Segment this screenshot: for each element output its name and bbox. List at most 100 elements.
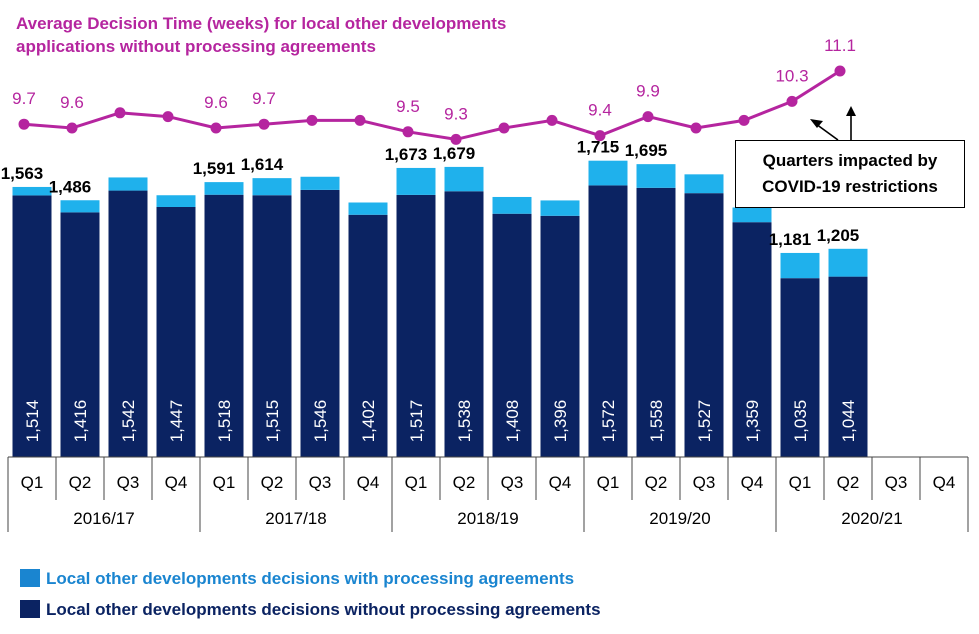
bar-without-agreements [444, 191, 484, 458]
decision-time-line-layer: 9.7 9.6 9.6 9.7 9.5 9.3 9.4 9.9 10.3 11.1 [12, 36, 856, 145]
legend-label-without: Local other developments decisions witho… [46, 600, 601, 619]
decision-time-label: 9.6 [60, 93, 84, 112]
bar-value-label: 1,416 [71, 400, 90, 443]
chart-title-line-1: Average Decision Time (weeks) for local … [16, 14, 506, 33]
callout-arrow-left [815, 123, 839, 141]
legend-label-with: Local other developments decisions with … [46, 569, 575, 588]
bar-with-agreements [444, 166, 484, 192]
decision-time-point [546, 114, 558, 126]
bar-with-agreements [732, 207, 772, 223]
decision-time-point [210, 122, 222, 134]
decision-time-label: 9.7 [252, 89, 276, 108]
bar-with-agreements [108, 177, 148, 191]
chart-title-line-2: applications without processing agreemen… [16, 37, 376, 56]
bars-layer: 1,514 1,563 1,416 1,486 1,542 1,447 1,518 1,591… [1, 138, 868, 458]
bar-without-agreements [492, 213, 532, 457]
quarter-tick-label: Q1 [789, 473, 812, 492]
quarter-tick-label: Q2 [261, 473, 284, 492]
bar-value-label: 1,359 [743, 400, 762, 443]
quarter-tick-label: Q3 [309, 473, 332, 492]
bar-value-label: 1,044 [839, 400, 858, 443]
total-label: 1,715 [577, 138, 620, 157]
quarter-tick-label: Q1 [213, 473, 236, 492]
bar-with-agreements [60, 200, 100, 213]
bar-with-agreements [540, 200, 580, 216]
bar-without-agreements [60, 212, 100, 457]
quarter-tick-label: Q3 [117, 473, 140, 492]
quarter-tick-label: Q4 [933, 473, 956, 492]
bar-value-label: 1,527 [695, 400, 714, 443]
bar-value-label: 1,402 [359, 400, 378, 443]
bar-without-agreements [108, 190, 148, 457]
year-tick-label: 2017/18 [265, 509, 326, 528]
bar-with-agreements [396, 167, 436, 195]
quarter-tick-label: Q4 [741, 473, 764, 492]
decision-time-label: 10.3 [775, 66, 808, 85]
decision-time-label: 9.6 [204, 93, 228, 112]
legend-swatch-without [20, 600, 40, 618]
decision-time-label: 9.7 [12, 89, 36, 108]
decision-time-point [498, 122, 510, 134]
bar-value-label: 1,538 [455, 400, 474, 443]
quarter-tick-label: Q2 [837, 473, 860, 492]
decision-time-point [354, 114, 366, 126]
decision-time-label: 9.9 [636, 82, 660, 101]
quarter-tick-label: Q2 [453, 473, 476, 492]
bar-value-label: 1,396 [551, 400, 570, 443]
callout-arrowhead-left [810, 119, 823, 128]
bar-without-agreements [588, 185, 628, 458]
bar-without-agreements [348, 214, 388, 457]
bar-with-agreements [204, 182, 244, 195]
bar-with-agreements [156, 195, 196, 207]
decision-time-point [66, 122, 78, 134]
bar-without-agreements [732, 222, 772, 457]
quarter-tick-label: Q4 [549, 473, 572, 492]
bar-value-label: 1,558 [647, 400, 666, 443]
bar-with-agreements [300, 176, 340, 190]
total-label: 1,673 [385, 145, 428, 164]
legend-swatch-with [20, 569, 40, 587]
quarter-tick-label: Q3 [501, 473, 524, 492]
decision-time-point [402, 126, 414, 138]
total-label: 1,679 [433, 144, 476, 163]
bar-without-agreements [780, 278, 820, 457]
decision-time-point [258, 118, 270, 130]
decision-time-point [738, 114, 750, 126]
total-label: 1,205 [817, 226, 860, 245]
category-axis: Q1 Q2 Q3 Q4 Q1 Q2 Q3 Q4 Q1 Q2 Q3 Q4 Q1 Q2 Q3 Q4 Q1 Q2 Q3 Q4… [7, 456, 969, 532]
legend-item-with-agreements: Local other developments decisions with … [20, 569, 574, 589]
legend-item-without-agreements: Local other developments decisions witho… [20, 600, 601, 620]
bar-without-agreements [12, 195, 52, 458]
decision-time-point [642, 111, 654, 123]
quarter-tick-label: Q2 [645, 473, 668, 492]
bar-value-label: 1,515 [263, 400, 282, 443]
bar-with-agreements [252, 178, 292, 196]
bar-with-agreements [348, 202, 388, 215]
decision-time-point [18, 118, 30, 130]
covid-callout-arrows [810, 106, 856, 141]
bar-without-agreements [300, 189, 340, 457]
decision-time-label: 11.1 [824, 36, 856, 55]
decision-time-label: 9.3 [444, 104, 468, 123]
bar-value-label: 1,408 [503, 400, 522, 443]
total-label: 1,695 [625, 141, 668, 160]
covid-annotation-box: Quarters impacted by COVID-19 restrictio… [735, 140, 965, 208]
bar-value-label: 1,447 [167, 400, 186, 443]
bar-with-agreements [684, 174, 724, 194]
quarter-tick-label: Q4 [357, 473, 380, 492]
total-label: 1,591 [193, 159, 236, 178]
bar-without-agreements [684, 193, 724, 457]
decision-time-point [162, 111, 174, 123]
year-tick-label: 2016/17 [73, 509, 134, 528]
total-label: 1,486 [49, 177, 92, 196]
bar-value-label: 1,542 [119, 400, 138, 443]
callout-arrowhead-right [846, 106, 856, 116]
decision-time-point [306, 114, 318, 126]
bar-value-label: 1,517 [407, 400, 426, 443]
bar-with-agreements [12, 186, 52, 196]
quarter-tick-label: Q3 [693, 473, 716, 492]
bar-value-label: 1,546 [311, 400, 330, 443]
total-label: 1,614 [241, 155, 284, 174]
quarter-tick-label: Q4 [165, 473, 188, 492]
decision-time-point [786, 95, 798, 107]
